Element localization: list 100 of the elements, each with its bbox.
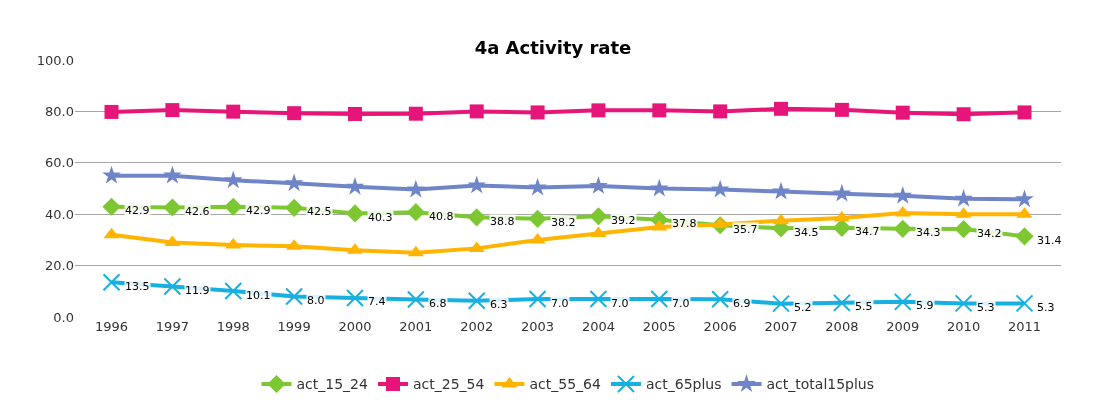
point: [832, 293, 851, 312]
point: [649, 178, 669, 197]
point: [652, 103, 667, 118]
y-tick-label: 20.0: [45, 258, 74, 274]
data-label: 6.3: [490, 298, 508, 311]
data-label: 6.9: [733, 297, 751, 310]
data-label: 6.8: [429, 297, 447, 310]
point: [956, 107, 971, 122]
point: [103, 227, 120, 239]
point: [163, 277, 182, 296]
point: [530, 105, 545, 120]
point: [285, 287, 304, 306]
x-tick-label: 1999: [277, 319, 311, 334]
chart-title: 4a Activity rate: [474, 36, 632, 58]
point: [589, 290, 608, 309]
point: [224, 197, 243, 216]
point: [163, 198, 182, 217]
x-tick-label: 2000: [338, 319, 372, 334]
data-label: 7.0: [551, 297, 569, 310]
data-label: 40.3: [368, 211, 393, 224]
data-label: 39.2: [611, 214, 636, 227]
point: [895, 105, 910, 120]
data-label: 34.2: [977, 227, 1002, 240]
point: [528, 177, 547, 196]
point: [467, 291, 486, 310]
point: [710, 179, 730, 198]
point: [1017, 105, 1032, 120]
point: [893, 219, 912, 238]
x-tick-label: 2005: [642, 319, 676, 334]
point: [1015, 189, 1034, 208]
point: [832, 183, 852, 202]
data-label: 42.5: [307, 205, 332, 218]
legend-label: act_55_64: [529, 376, 601, 393]
point: [772, 294, 791, 313]
point: [589, 176, 608, 194]
data-label: 42.6: [185, 205, 210, 218]
data-label: 13.5: [125, 280, 150, 293]
y-tick-label: 100.0: [36, 52, 74, 68]
x-tick-label: 2003: [521, 319, 555, 334]
point: [284, 173, 304, 192]
legend-label: act_65plus: [645, 376, 722, 393]
legend-label: act_total15plus: [766, 376, 875, 393]
x-tick-label: 2001: [399, 319, 433, 334]
point: [224, 282, 243, 301]
point: [893, 292, 912, 311]
data-label: 10.1: [246, 289, 271, 302]
y-tick-label: 0.0: [53, 309, 74, 325]
x-tick-label: 2006: [703, 319, 737, 334]
point: [528, 290, 547, 309]
data-label: 11.9: [185, 284, 210, 297]
point: [954, 188, 973, 207]
y-tick-label: 40.0: [45, 206, 74, 222]
point: [954, 294, 973, 313]
point: [469, 104, 484, 119]
point: [406, 179, 426, 198]
point: [894, 205, 911, 217]
point: [408, 106, 423, 121]
x-tick-label: 1998: [216, 319, 250, 334]
data-label: 8.0: [307, 294, 325, 307]
point: [163, 165, 182, 184]
point: [345, 176, 365, 195]
data-label: 35.7: [733, 223, 758, 236]
data-label: 34.5: [794, 226, 819, 239]
point: [285, 198, 304, 217]
data-label: 7.0: [611, 297, 629, 310]
data-label: 7.4: [368, 295, 386, 308]
data-label: 34.7: [855, 225, 880, 238]
data-label: 31.4: [1037, 234, 1062, 247]
point: [467, 175, 487, 194]
data-label: 37.8: [672, 217, 697, 230]
point: [893, 185, 913, 204]
point: [347, 106, 362, 121]
point: [102, 197, 121, 216]
point: [406, 203, 425, 222]
data-label: 42.9: [125, 204, 150, 217]
point: [165, 103, 180, 118]
data-label: 5.2: [794, 301, 812, 314]
point: [713, 104, 728, 119]
data-label: 42.9: [246, 204, 271, 217]
x-tick-label: 2007: [764, 319, 798, 334]
data-label: 5.3: [1037, 301, 1055, 314]
data-label: 7.0: [672, 297, 690, 310]
point: [529, 232, 546, 244]
point: [287, 106, 302, 121]
point: [528, 209, 547, 228]
data-label: 5.3: [977, 301, 995, 314]
legend-label: act_25_54: [412, 376, 485, 393]
point: [589, 207, 608, 226]
point: [226, 104, 241, 119]
point: [406, 290, 425, 309]
point: [774, 101, 789, 116]
x-tick-label: 1996: [94, 319, 129, 334]
x-tick-label: 2011: [1007, 319, 1042, 334]
point: [102, 273, 121, 292]
point: [1015, 294, 1034, 313]
point: [834, 102, 849, 117]
point: [345, 204, 365, 223]
point: [954, 220, 973, 239]
legend-label: act_15_24: [296, 376, 368, 393]
x-tick-label: 2009: [886, 319, 920, 334]
